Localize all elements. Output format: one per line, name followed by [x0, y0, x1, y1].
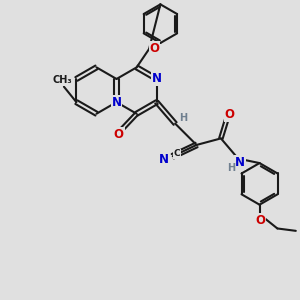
Text: H: H — [179, 112, 188, 123]
Text: C: C — [173, 149, 180, 158]
Text: N: N — [235, 156, 244, 169]
Text: O: O — [114, 128, 124, 141]
Text: H: H — [227, 163, 236, 173]
Text: N: N — [159, 153, 169, 166]
Text: N: N — [112, 96, 122, 109]
Text: O: O — [225, 108, 235, 121]
Text: O: O — [149, 42, 160, 55]
Text: N: N — [152, 73, 162, 85]
Text: CH₃: CH₃ — [52, 75, 72, 85]
Text: O: O — [255, 214, 265, 226]
